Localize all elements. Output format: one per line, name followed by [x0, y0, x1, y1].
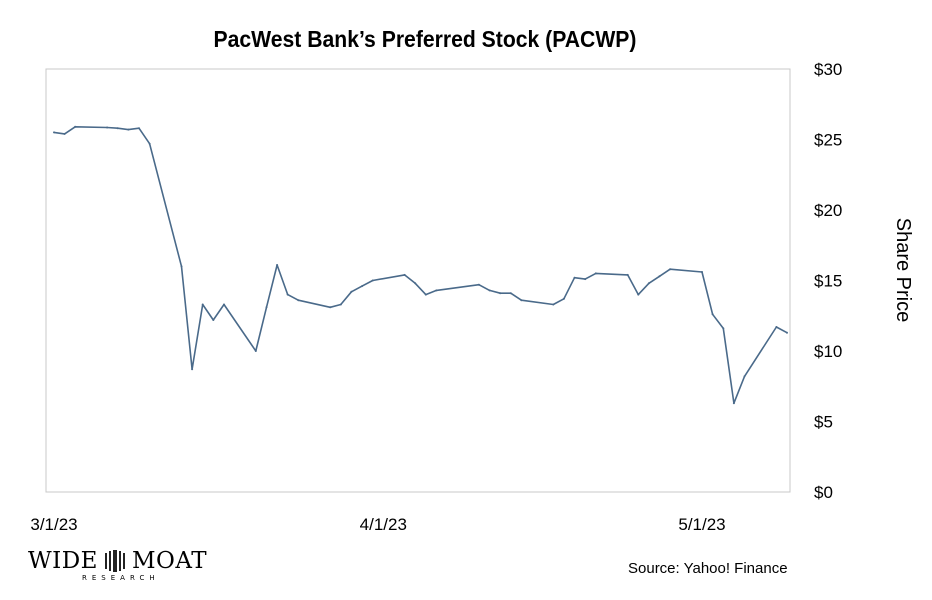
data-point: [722, 327, 725, 330]
data-point: [223, 303, 225, 306]
data-point: [180, 265, 183, 268]
data-point: [669, 268, 672, 271]
data-point: [573, 276, 576, 279]
data-point: [658, 275, 661, 278]
data-point: [212, 319, 215, 321]
data-point: [509, 292, 512, 295]
data-point: [361, 285, 364, 288]
line-chart: $0 $5 $10 $15 $20 $25 $30 3/1/23 4/1/23 5/1/23 S…: [30, 60, 914, 534]
data-point: [647, 282, 650, 285]
logo-pillars-icon: [104, 550, 125, 572]
y-tick-label: $25: [814, 131, 842, 150]
data-point: [414, 282, 417, 285]
data-point: [127, 128, 130, 131]
data-point: [403, 273, 406, 276]
data-point: [488, 289, 491, 292]
data-point: [254, 350, 257, 352]
data-point: [637, 293, 640, 296]
wide-moat-logo: WIDE MOAT RESEARCH: [28, 548, 208, 582]
y-axis-label: Share Price: [892, 218, 914, 323]
data-point: [201, 303, 204, 306]
data-point: [74, 125, 77, 128]
data-point: [350, 290, 353, 293]
data-point: [499, 292, 502, 295]
data-point: [732, 402, 735, 405]
data-point: [743, 375, 746, 378]
plot-area-frame: [45, 68, 791, 493]
logo-word-left: WIDE: [28, 548, 98, 574]
data-point: [477, 283, 480, 286]
source-note: Source: Yahoo! Finance: [628, 560, 788, 577]
x-tick-label: 5/1/23: [678, 515, 725, 534]
data-point: [339, 303, 342, 306]
chart-title: PacWest Bank’s Preferred Stock (PACWP): [213, 26, 637, 52]
x-tick-label: 4/1/23: [360, 515, 407, 534]
y-tick-label: $30: [814, 60, 842, 79]
data-point: [584, 278, 587, 281]
data-point: [329, 306, 332, 309]
logo-subtitle: RESEARCH: [82, 574, 160, 582]
y-tick-label: $20: [814, 201, 842, 220]
data-point: [701, 271, 703, 273]
data-point: [148, 142, 151, 145]
data-point: [63, 132, 66, 135]
y-tick-label: $15: [814, 272, 842, 291]
y-tick-label: $5: [814, 413, 833, 432]
logo-word-right: MOAT: [131, 548, 208, 574]
data-point: [116, 127, 119, 130]
y-tick-label: $0: [814, 483, 833, 502]
data-point: [786, 331, 788, 334]
data-point: [53, 131, 55, 134]
x-axis-ticks: 3/1/23 4/1/23 5/1/23: [30, 515, 725, 534]
data-point: [276, 264, 279, 266]
data-point: [775, 326, 778, 328]
data-point: [265, 306, 268, 309]
data-point: [626, 273, 629, 276]
data-point: [371, 279, 374, 282]
data-point: [286, 293, 289, 296]
data-point: [138, 127, 140, 130]
series-points: [53, 125, 788, 405]
data-point: [552, 303, 555, 306]
data-point: [435, 289, 438, 292]
data-point: [594, 272, 597, 275]
x-tick-label: 3/1/23: [30, 515, 77, 534]
data-point: [191, 368, 194, 371]
data-point: [711, 313, 714, 316]
data-point: [424, 293, 427, 296]
data-point: [297, 299, 300, 302]
data-point: [106, 126, 109, 129]
data-point: [520, 299, 523, 302]
y-tick-label: $10: [814, 342, 842, 361]
data-point: [562, 297, 565, 300]
y-axis-ticks: $0 $5 $10 $15 $20 $25 $30: [814, 60, 842, 502]
